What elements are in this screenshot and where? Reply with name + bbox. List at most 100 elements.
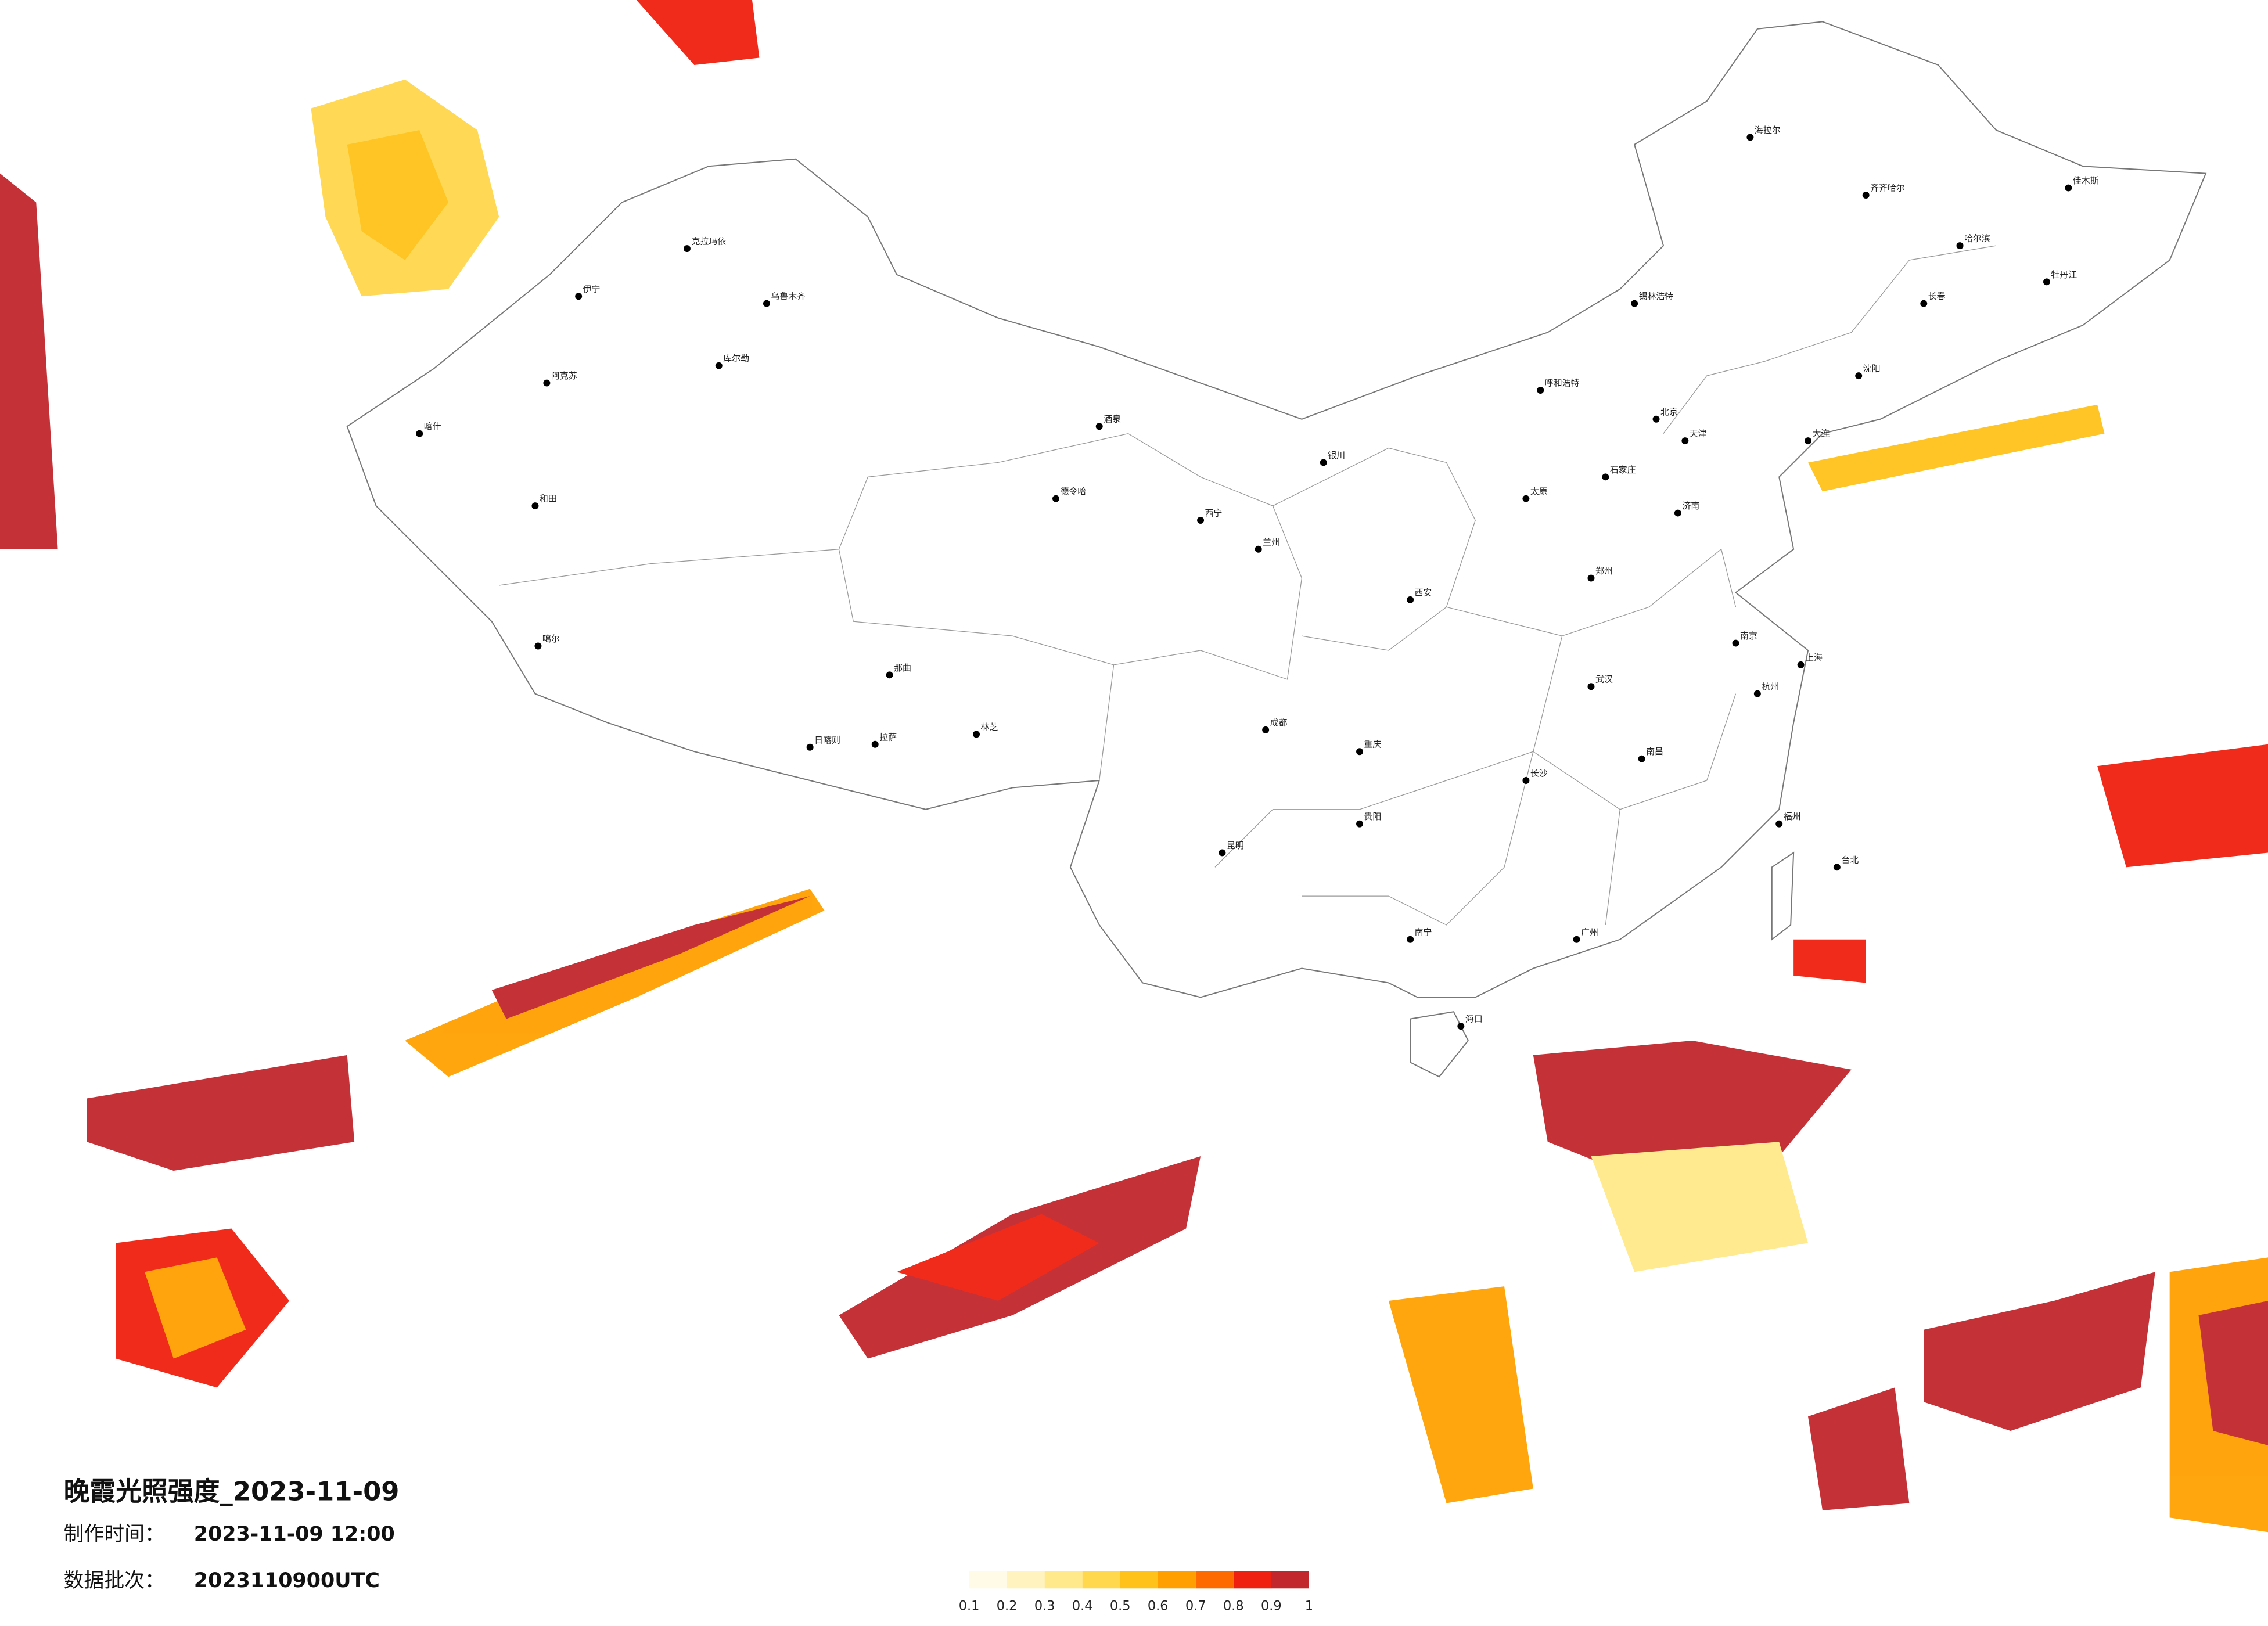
- city-dot: [1407, 936, 1414, 943]
- city-dot: [543, 379, 551, 387]
- city-dot: [1219, 849, 1226, 857]
- city-dot: [886, 671, 893, 679]
- legend-tick-label: 0.8: [1223, 1599, 1244, 1614]
- city-label: 银川: [1328, 450, 1345, 461]
- city-label: 日喀则: [814, 735, 840, 745]
- city-label: 酒泉: [1104, 414, 1121, 425]
- city-dot: [1674, 509, 1681, 517]
- city-label: 德令哈: [1060, 486, 1086, 497]
- city-label: 哈尔滨: [1964, 233, 1990, 244]
- city-label: 南宁: [1415, 927, 1432, 937]
- city-label: 林芝: [981, 722, 998, 732]
- city-dot: [2043, 278, 2050, 286]
- legend-tick-label: 0.1: [959, 1599, 980, 1614]
- city-dot: [1522, 777, 1530, 784]
- city-dot: [1522, 495, 1530, 502]
- city-label: 武汉: [1595, 674, 1613, 685]
- city-label: 贵阳: [1364, 811, 1381, 822]
- city-dot: [534, 642, 542, 650]
- city-dot: [1587, 574, 1595, 582]
- city-dot: [973, 731, 980, 738]
- city-dot: [1197, 517, 1205, 524]
- legend-swatch: [969, 1571, 1007, 1589]
- city-dot: [683, 245, 691, 253]
- made-time: 2023-11-09 12:00: [194, 1523, 395, 1546]
- legend-swatch: [1271, 1571, 1309, 1589]
- city-dot: [1602, 473, 1609, 481]
- city-dot: [1407, 596, 1414, 603]
- city-label: 克拉玛依: [691, 236, 726, 247]
- batch-label: 数据批次：: [64, 1569, 165, 1592]
- batch: 2023110900UTC: [194, 1569, 380, 1592]
- city-dot: [1356, 820, 1363, 828]
- legend-tick-label: 0.3: [1034, 1599, 1055, 1614]
- city-dot: [1638, 755, 1645, 762]
- city-label: 天津: [1690, 429, 1707, 439]
- city-dot: [1262, 726, 1270, 733]
- city-label: 西安: [1415, 587, 1432, 598]
- city-label: 牡丹江: [2051, 269, 2077, 280]
- city-label: 呼和浩特: [1545, 378, 1580, 388]
- city-dot: [1095, 423, 1103, 430]
- city-label: 阿克苏: [551, 370, 577, 381]
- city-label: 太原: [1530, 486, 1548, 497]
- city-dot: [531, 502, 539, 510]
- city-dot: [416, 430, 423, 437]
- city-dot: [1797, 661, 1805, 668]
- city-dot: [1862, 192, 1870, 199]
- city-label: 伊宁: [583, 284, 601, 294]
- city-label: 海拉尔: [1755, 125, 1781, 135]
- city-label: 石家庄: [1610, 465, 1636, 475]
- city-dot: [2065, 184, 2072, 192]
- city-label: 拉萨: [879, 732, 897, 742]
- city-dot: [1956, 242, 1964, 250]
- city-label: 喀什: [424, 421, 441, 431]
- legend-tick-label: 0.5: [1110, 1599, 1131, 1614]
- city-dot: [1652, 415, 1660, 423]
- legend-swatch: [1007, 1571, 1045, 1589]
- city-dot: [1052, 495, 1059, 502]
- city-label: 乌鲁木齐: [771, 291, 806, 301]
- city-dot: [1356, 748, 1363, 756]
- city-label: 那曲: [894, 663, 911, 673]
- legend-tick-label: 0.6: [1148, 1599, 1169, 1614]
- city-label: 台北: [1841, 855, 1859, 865]
- legend-swatch: [1120, 1571, 1158, 1589]
- city-label: 昆明: [1227, 840, 1244, 851]
- city-label: 南昌: [1646, 746, 1663, 757]
- city-label: 佳木斯: [2073, 175, 2099, 186]
- legend-swatch: [1044, 1571, 1083, 1589]
- city-label: 南京: [1740, 631, 1757, 641]
- city-dot: [1833, 864, 1841, 871]
- city-dot: [1746, 134, 1754, 141]
- city-label: 和田: [540, 494, 557, 504]
- city-label: 广州: [1581, 927, 1598, 937]
- city-label: 锡林浩特: [1639, 291, 1674, 301]
- legend-tick-label: 1: [1305, 1599, 1313, 1614]
- city-label: 成都: [1270, 717, 1288, 728]
- china-outline: [346, 21, 2207, 1078]
- city-dot: [806, 743, 814, 751]
- city-label: 长春: [1928, 291, 1946, 301]
- city-dot: [1537, 387, 1544, 394]
- city-label: 噶尔: [542, 634, 560, 644]
- city-dot: [763, 300, 770, 307]
- city-dot: [1587, 683, 1595, 690]
- legend: 0.1 0.2 0.3 0.4 0.5 0.6 0.7 0.8 0.9 1: [959, 1571, 1313, 1614]
- city-label: 北京: [1660, 406, 1678, 417]
- legend-tick-label: 0.9: [1261, 1599, 1282, 1614]
- city-dot: [1631, 300, 1638, 307]
- city-dot: [575, 293, 583, 300]
- city-dot: [1573, 936, 1580, 943]
- city-dot: [871, 740, 879, 748]
- made-time-label: 制作时间：: [64, 1523, 165, 1546]
- city-label: 兰州: [1263, 537, 1280, 547]
- city-label: 西宁: [1205, 508, 1223, 519]
- city-label: 杭州: [1762, 681, 1779, 692]
- city-label: 沈阳: [1863, 364, 1881, 374]
- city-dot: [1855, 372, 1863, 380]
- city-dot: [1753, 690, 1761, 697]
- city-label: 济南: [1682, 501, 1699, 511]
